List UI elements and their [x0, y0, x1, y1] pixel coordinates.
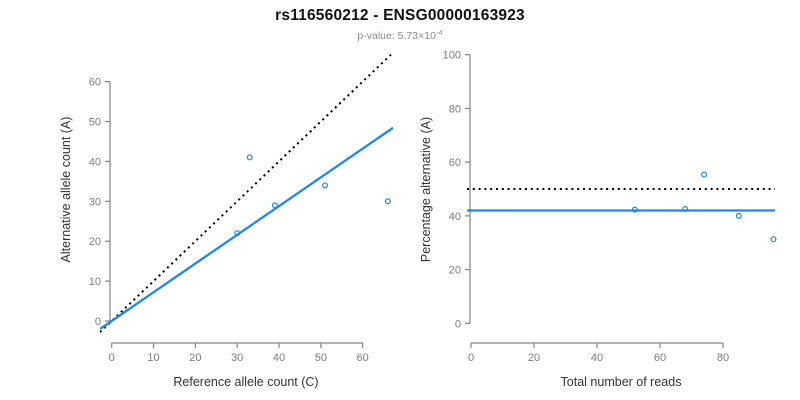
x-tick-label: 60 — [357, 352, 369, 364]
data-point — [682, 205, 689, 212]
x-tick-label: 30 — [231, 352, 243, 364]
y-tick-label: 60 — [449, 157, 461, 169]
y-tick-label: 20 — [449, 265, 461, 277]
p-value-text: p-value: 5.73×10 — [357, 30, 436, 42]
y-tick-label: 60 — [89, 77, 101, 89]
x-axis-title: Reference allele count (C) — [173, 375, 318, 389]
y-axis-title: Alternative allele count (A) — [59, 117, 73, 263]
y-tick-label: 40 — [89, 156, 101, 168]
x-tick-label: 60 — [654, 352, 666, 364]
data-point — [384, 198, 391, 205]
x-tick-label: 50 — [315, 352, 327, 364]
y-tick-label: 50 — [89, 117, 101, 129]
data-point — [322, 182, 329, 189]
data-point — [735, 212, 742, 219]
x-axis-title: Total number of reads — [561, 375, 682, 389]
data-point — [271, 202, 278, 209]
p-value-exponent: -4 — [435, 28, 443, 37]
x-tick-label: 80 — [717, 352, 729, 364]
data-point — [234, 230, 241, 237]
p-value-subtitle: p-value: 5.73×10-4 — [0, 28, 800, 42]
expected-50-50-line — [100, 51, 393, 333]
data-point — [631, 206, 638, 213]
y-tick-label: 100 — [443, 50, 461, 62]
data-point — [246, 154, 253, 161]
header: rs116560212 - ENSG00000163923 p-value: 5… — [0, 0, 800, 42]
y-axis-title: Percentage alternative (A) — [419, 117, 433, 262]
x-tick-label: 20 — [528, 352, 540, 364]
y-tick-label: 20 — [89, 236, 101, 248]
x-tick-label: 40 — [273, 352, 285, 364]
y-tick-label: 80 — [449, 103, 461, 115]
y-tick-label: 30 — [89, 196, 101, 208]
x-tick-label: 10 — [147, 352, 159, 364]
x-tick-label: 0 — [468, 352, 474, 364]
y-tick-label: 0 — [95, 316, 101, 328]
y-tick-label: 0 — [455, 318, 461, 330]
x-tick-label: 20 — [189, 352, 201, 364]
y-tick-label: 40 — [449, 211, 461, 223]
x-tick-label: 40 — [591, 352, 603, 364]
y-tick-label: 10 — [89, 276, 101, 288]
data-point — [770, 236, 777, 243]
x-tick-label: 0 — [109, 352, 115, 364]
page-title: rs116560212 - ENSG00000163923 — [275, 7, 525, 24]
fitted-ratio-line — [100, 126, 393, 330]
data-point — [701, 171, 708, 178]
